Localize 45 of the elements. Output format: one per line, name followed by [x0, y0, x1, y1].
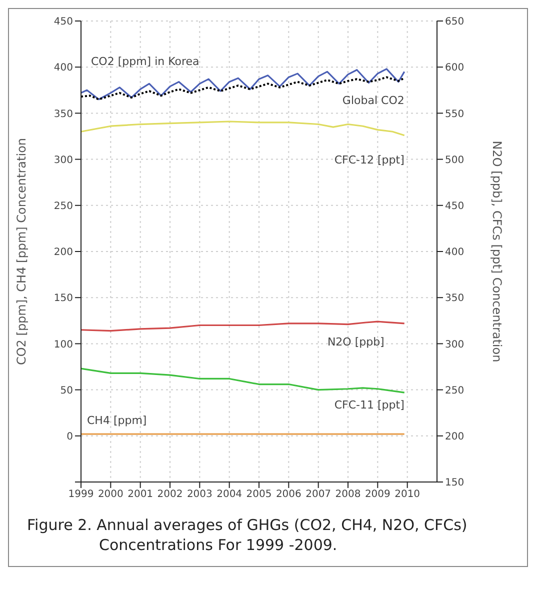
- y-tick-label: 200: [54, 247, 73, 258]
- series-label: Global CO2: [342, 94, 404, 108]
- y2-tick-label: 450: [445, 200, 464, 212]
- series-label: CO2 [ppm] in Korea: [91, 54, 200, 68]
- y-tick-label: 450: [54, 16, 73, 28]
- line-series: [81, 320, 406, 332]
- y-tick-label: 300: [54, 154, 73, 166]
- series-label: N2O [ppb]: [327, 335, 384, 348]
- y-tick-label: 400: [54, 62, 73, 74]
- y-tick-label: 250: [54, 200, 73, 212]
- x-tick-label: 2006: [276, 489, 302, 500]
- y2-tick-label: 500: [445, 154, 464, 166]
- x-tick-label: 2002: [157, 489, 183, 500]
- y2-tick-label: 150: [445, 478, 464, 489]
- x-tick-label: 2005: [246, 489, 272, 500]
- x-tick-label: 2010: [394, 489, 420, 500]
- y2-tick-label: 300: [445, 339, 464, 350]
- y-axis-title: CO2 [ppm], CH4 [ppm] Concentration: [14, 138, 28, 366]
- y-tick-label: 50: [60, 385, 73, 396]
- caption: Figure 2. Annual averages of GHGs (CO2, CH4, N2O, CFCs) Concentrations For 1999 -2009.: [26, 515, 468, 556]
- line-series: [81, 120, 406, 136]
- y-tick-label: 0: [66, 431, 73, 442]
- x-tick-label: 2003: [186, 489, 212, 500]
- x-tick-label: 1999: [68, 489, 94, 500]
- y2-axis-title: N2O [ppb], CFCs [ppt] Concentration: [490, 140, 504, 362]
- x-tick-label: 2001: [128, 489, 154, 500]
- series-label: CFC-11 [ppt]: [334, 398, 404, 412]
- y2-tick-label: 250: [445, 385, 464, 396]
- line-series: [81, 368, 406, 394]
- y2-tick-label: 200: [445, 431, 464, 442]
- y2-tick-label: 350: [445, 293, 464, 304]
- x-tick-label: 2009: [364, 489, 390, 500]
- x-tick-label: 2004: [216, 489, 242, 500]
- x-tick-label: 2000: [98, 489, 124, 500]
- y2-tick-label: 600: [445, 62, 464, 74]
- y-tick-label: 100: [54, 339, 73, 350]
- x-tick-label: 2008: [335, 489, 361, 500]
- x-tick-label: 2007: [306, 489, 332, 500]
- series-label: CFC-12 [ppt]: [334, 153, 404, 166]
- series-label: CH4 [ppm]: [87, 414, 147, 428]
- y-tick-label: 150: [54, 293, 73, 304]
- y2-tick-label: 650: [445, 16, 464, 28]
- y2-tick-label: 400: [445, 247, 464, 258]
- y2-tick-label: 550: [445, 108, 464, 120]
- y-tick-label: 350: [54, 108, 73, 120]
